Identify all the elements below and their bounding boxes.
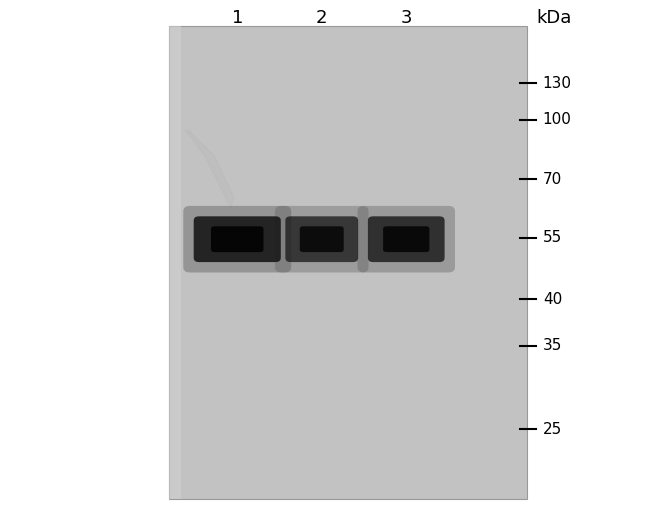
Text: kDa: kDa bbox=[536, 9, 571, 27]
Text: 100: 100 bbox=[543, 112, 571, 127]
FancyBboxPatch shape bbox=[194, 216, 281, 262]
FancyBboxPatch shape bbox=[211, 226, 263, 252]
Text: 35: 35 bbox=[543, 339, 562, 353]
Text: 1: 1 bbox=[231, 9, 243, 27]
Text: 130: 130 bbox=[543, 76, 572, 90]
FancyBboxPatch shape bbox=[285, 216, 358, 262]
Polygon shape bbox=[185, 130, 234, 208]
FancyBboxPatch shape bbox=[368, 216, 445, 262]
Text: 2: 2 bbox=[316, 9, 328, 27]
Text: 3: 3 bbox=[400, 9, 412, 27]
Text: 40: 40 bbox=[543, 292, 562, 306]
Text: 25: 25 bbox=[543, 422, 562, 436]
Text: 70: 70 bbox=[543, 172, 562, 187]
FancyBboxPatch shape bbox=[183, 206, 291, 272]
FancyBboxPatch shape bbox=[383, 226, 430, 252]
FancyBboxPatch shape bbox=[358, 206, 455, 272]
Text: 55: 55 bbox=[543, 230, 562, 245]
FancyBboxPatch shape bbox=[275, 206, 369, 272]
FancyBboxPatch shape bbox=[300, 226, 344, 252]
Bar bbox=[169, 26, 526, 499]
Bar bbox=[169, 26, 181, 499]
